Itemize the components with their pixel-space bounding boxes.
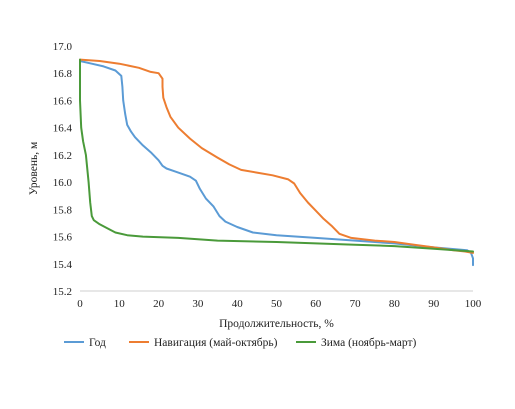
x-tick-label: 10: [114, 298, 126, 310]
x-axis-title: Продолжительность, %: [219, 318, 334, 330]
x-tick-label: 90: [428, 298, 440, 310]
x-tick-label: 100: [465, 298, 482, 310]
y-tick-label: 16.8: [53, 68, 73, 80]
y-tick-label: 15.8: [53, 204, 73, 216]
y-tick-label: 16.6: [53, 95, 73, 107]
y-axis-ticks: 15.2 15.4 15.6 15.8 16.0 16.2 16.4 16.6 16.8 17.0: [53, 41, 73, 298]
x-tick-label: 0: [77, 298, 83, 310]
series-line-2: [79, 58, 474, 254]
x-tick-label: 40: [232, 298, 244, 310]
x-tick-label: 50: [271, 298, 283, 310]
y-tick-label: 16.0: [53, 177, 73, 189]
legend-label: Год: [89, 337, 106, 349]
legend-label: Навигация (май-октябрь): [154, 337, 278, 349]
x-tick-label: 60: [310, 298, 322, 310]
x-tick-label: 20: [153, 298, 165, 310]
x-tick-label: 70: [350, 298, 362, 310]
series-line-3: [79, 58, 474, 253]
x-tick-label: 30: [192, 298, 204, 310]
y-tick-label: 16.4: [53, 123, 73, 135]
series-line-1: [79, 60, 474, 267]
x-axis-ticks: 0 10 20 30 40 50 60 70 80 90 100: [77, 298, 482, 310]
legend: Год Навигация (май-октябрь) Зима (ноябрь-м…: [64, 337, 417, 349]
y-tick-label: 15.4: [53, 259, 73, 271]
legend-label: Зима (ноябрь-март): [321, 337, 417, 349]
y-tick-label: 17.0: [53, 41, 73, 53]
y-tick-label: 16.2: [53, 150, 72, 162]
y-axis-title: Уровень, м: [28, 141, 40, 195]
y-tick-label: 15.6: [53, 232, 73, 244]
x-tick-label: 80: [389, 298, 401, 310]
y-tick-label: 15.2: [53, 286, 72, 298]
series-layer: [79, 58, 474, 267]
